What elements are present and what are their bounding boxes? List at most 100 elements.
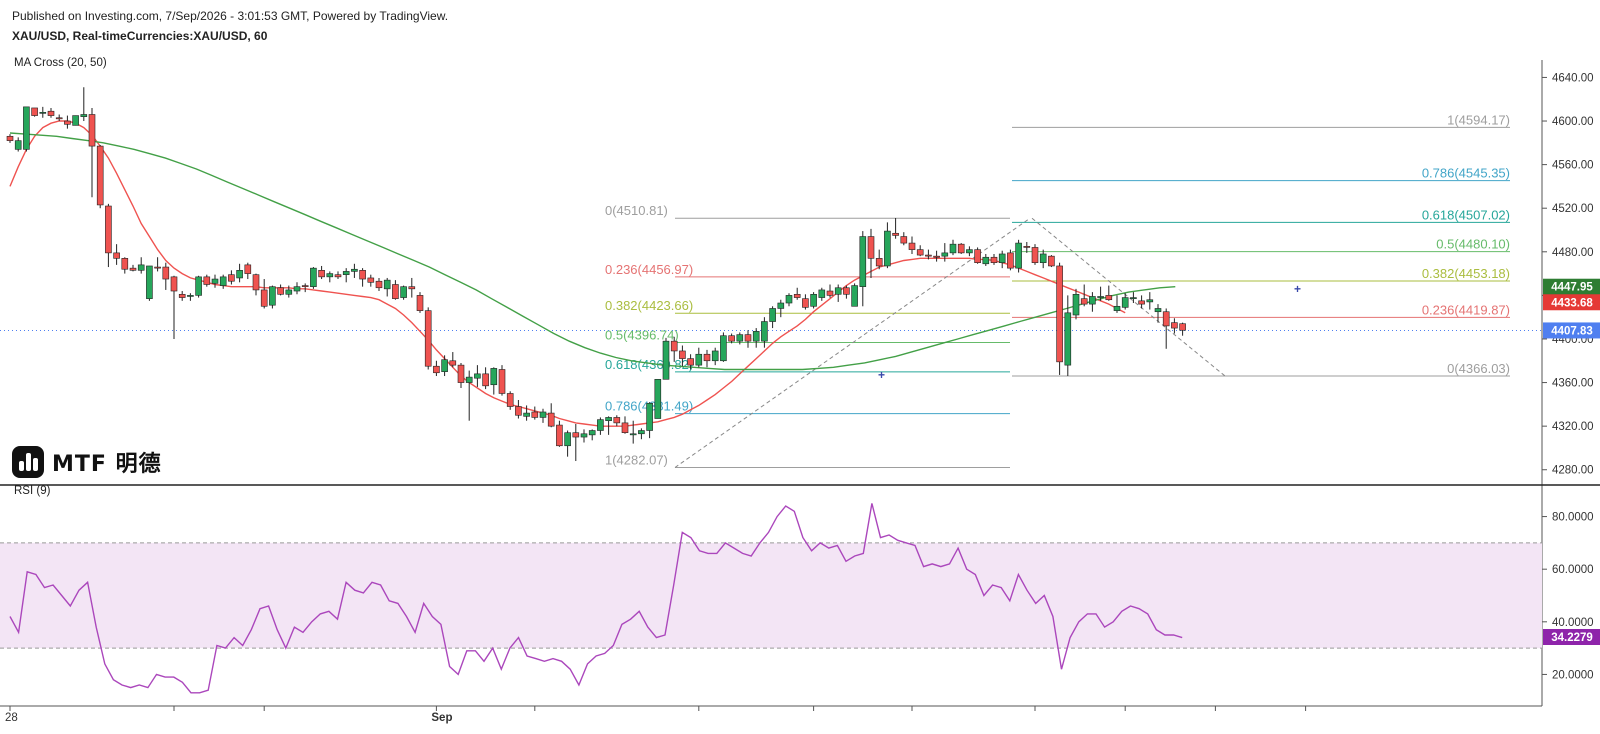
candle-body [105, 205, 112, 254]
candle-body [187, 295, 194, 297]
candle-body [465, 376, 473, 383]
candle-body [818, 289, 826, 298]
candle-body [392, 284, 399, 299]
candle-body [293, 286, 301, 292]
candle-body [744, 334, 752, 342]
candle-body [1138, 300, 1145, 305]
candle-body [170, 276, 178, 292]
candle-body [146, 265, 153, 299]
candle-body [728, 335, 735, 342]
fib-left-label: 0.236(4456.97) [605, 262, 693, 277]
candle-body [941, 252, 949, 257]
candle-body [949, 243, 957, 254]
fib-right-label: 0.236(4419.87) [1422, 302, 1510, 317]
candle-body [457, 364, 465, 383]
rsi-value-tag: 34.2279 [1551, 632, 1593, 644]
candle-body [416, 295, 424, 311]
candle-body [867, 236, 875, 259]
candle-body [1031, 247, 1039, 263]
price-tick-label: 4280.00 [1552, 465, 1594, 477]
candle-body [802, 298, 809, 308]
candle-body [228, 274, 235, 282]
candle-body [613, 417, 621, 424]
candle-body [1162, 311, 1170, 327]
candle-body [793, 293, 801, 298]
candle-body [162, 266, 170, 280]
candle-body [154, 266, 161, 269]
candle-body [219, 276, 227, 286]
candle-body [597, 419, 604, 431]
candle-body [638, 430, 645, 435]
candle-body [621, 422, 629, 433]
candle-body [310, 267, 317, 287]
candle-body [129, 267, 137, 271]
last-price-tag: 4407.83 [1551, 325, 1593, 337]
ma-50-value-tag: 4447.95 [1551, 282, 1593, 294]
ma-cross-label[interactable]: MA Cross (20, 50) [14, 57, 107, 69]
candle-body [851, 285, 858, 307]
candle-body [203, 276, 211, 285]
candle-body [55, 117, 63, 120]
candle-body [433, 365, 440, 374]
fib-left-label: 0.5(4396.74) [605, 328, 679, 343]
price-tick-label: 4360.00 [1552, 378, 1594, 390]
candle-body [703, 353, 711, 362]
candle-body [96, 145, 104, 206]
rsi-band [0, 542, 1542, 649]
candle-body [260, 289, 268, 307]
last-price-tag-bg [1543, 322, 1600, 339]
candle-body [605, 417, 612, 422]
candle-body [269, 286, 276, 306]
rsi-tick-label: 40.0000 [1552, 617, 1594, 629]
candle-body [966, 249, 973, 254]
candle-body [572, 432, 580, 438]
candle-body [1023, 246, 1031, 248]
candle-body [1007, 252, 1014, 269]
candle-body [843, 287, 850, 295]
candle-body [121, 258, 129, 270]
ma-50-line [9, 132, 1176, 371]
fib-left-label: 0(4510.81) [605, 203, 668, 218]
candle-body [711, 350, 719, 362]
price-tick-label: 4560.00 [1552, 160, 1594, 172]
candle-body [539, 411, 547, 418]
candle-body [556, 424, 563, 447]
candle-body [1039, 253, 1047, 263]
candle-body [777, 302, 785, 309]
candle-body [449, 360, 457, 366]
candle-body [908, 242, 916, 250]
fib-left-trendline [674, 217, 1031, 468]
candle-body [64, 120, 71, 125]
candle-body [326, 273, 334, 278]
candle-body [285, 289, 293, 295]
candle-body [859, 236, 867, 287]
candle-body [990, 256, 998, 263]
candle-body [974, 249, 981, 263]
rsi-label[interactable]: RSI (9) [14, 485, 51, 497]
candle-body [236, 270, 243, 279]
candle-body [367, 277, 375, 283]
candle-body [1179, 323, 1186, 331]
candle-body [1130, 297, 1137, 299]
candle-body [662, 340, 670, 380]
ma-20-line [9, 120, 1126, 427]
candle-body [301, 285, 309, 287]
candle-body [1015, 242, 1022, 269]
rsi-tick-label: 60.0000 [1552, 564, 1594, 576]
candle-body [564, 432, 571, 447]
candle-body [785, 295, 793, 304]
candle-body [1146, 299, 1154, 303]
candle-body [6, 135, 14, 141]
ma-cross-marker: + [1294, 282, 1301, 296]
candle-body [1154, 308, 1162, 313]
candle-body [810, 293, 817, 307]
candle-body [400, 286, 407, 298]
price-tick-label: 4640.00 [1552, 72, 1594, 84]
ma-20-value-tag: 4433.68 [1551, 297, 1593, 309]
candle-body [1080, 298, 1088, 305]
candle-body [695, 353, 703, 366]
candle-body [547, 412, 555, 427]
candle-body [736, 334, 744, 342]
candle-body [900, 236, 908, 244]
